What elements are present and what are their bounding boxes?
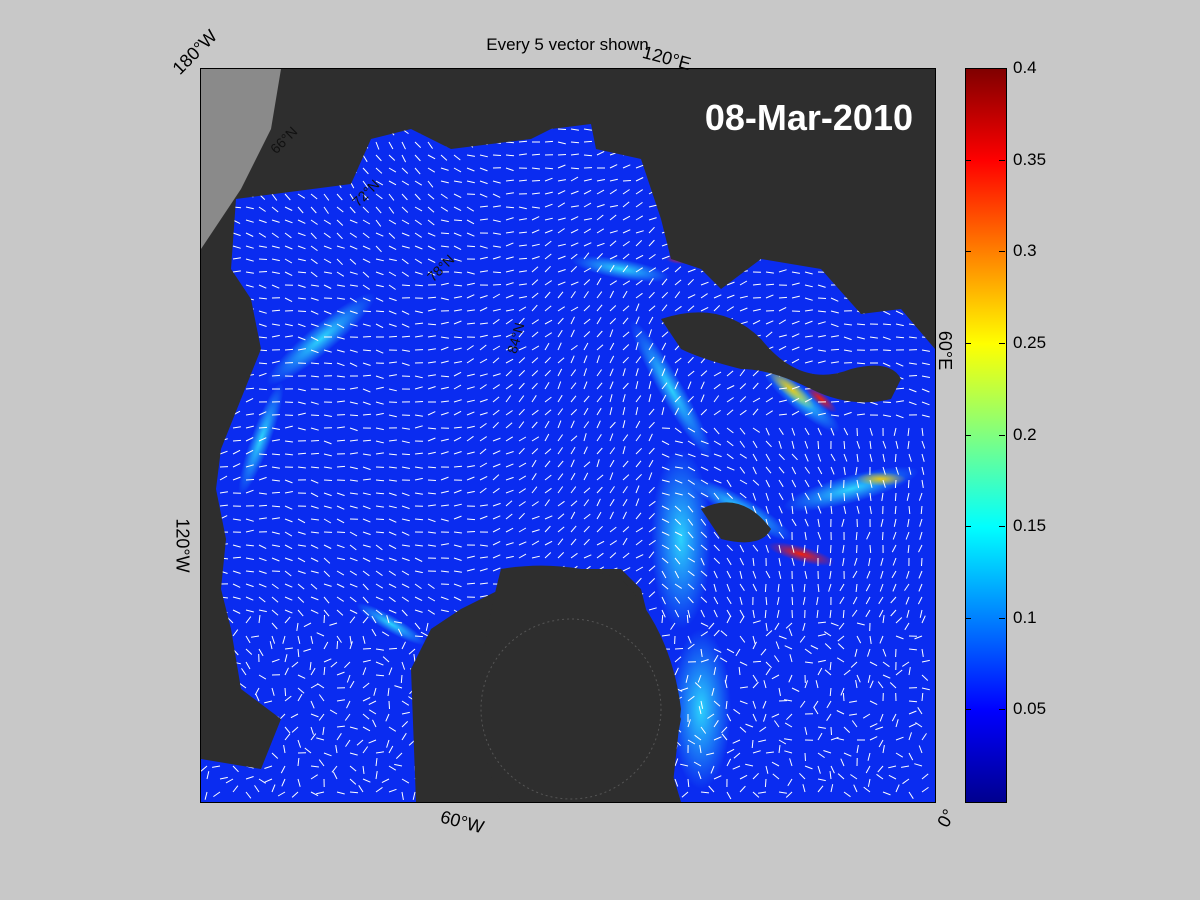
ocean-ice-field [201,124,935,802]
colorbar-tick-mark [999,434,1005,436]
colorbar-tick-label: 0.2 [1013,424,1037,444]
colorbar-tick-mark [999,68,1005,69]
colorbar-tick-mark [965,617,971,619]
arctic-map: 08-Mar-2010 [200,68,936,803]
figure-title: Every 5 vector shown [486,35,649,54]
land-gray-top-left [201,69,281,249]
colorbar-tick-mark [965,526,971,528]
land-svalbard [701,502,771,543]
colorbar-tick-mark [965,251,971,253]
colorbar-tick-mark [999,159,1005,161]
map-canvas [201,69,935,802]
colorbar-tick-mark [999,342,1005,344]
colorbar-tick-mark [999,251,1005,253]
colorbar-tick-mark [965,709,971,711]
graticule-circle [480,618,662,800]
colorbar-tick-mark [999,617,1005,619]
colorbar-tick-label: 0.35 [1013,149,1047,169]
colorbar-tick-label: 0.15 [1013,516,1047,536]
colorbar-tick-label: 0.05 [1013,699,1047,719]
label-0: 0° [933,805,960,831]
colorbar-tick-label: 0.25 [1013,332,1047,352]
colorbar-tick-mark [965,159,971,161]
land-greenland [481,565,681,802]
colorbar-tick-mark [965,68,971,69]
colorbar-tick-label: 0.4 [1013,58,1037,77]
colorbar-tick-label: 0.1 [1013,607,1037,627]
label-60w: 60°W [438,806,487,838]
colorbar [965,68,1007,803]
colorbar-tick-label: 0.3 [1013,241,1037,261]
date-label: 08-Mar-2010 [704,97,913,138]
label-120w: 120°W [172,518,193,573]
colorbar-tick-mark [965,342,971,344]
land-novaya-zemlya [661,312,901,403]
label-60e: 60°E [935,330,956,371]
colorbar-tick-mark [999,526,1005,528]
colorbar-tick-mark [965,434,971,436]
colorbar-tick-mark [999,709,1005,711]
